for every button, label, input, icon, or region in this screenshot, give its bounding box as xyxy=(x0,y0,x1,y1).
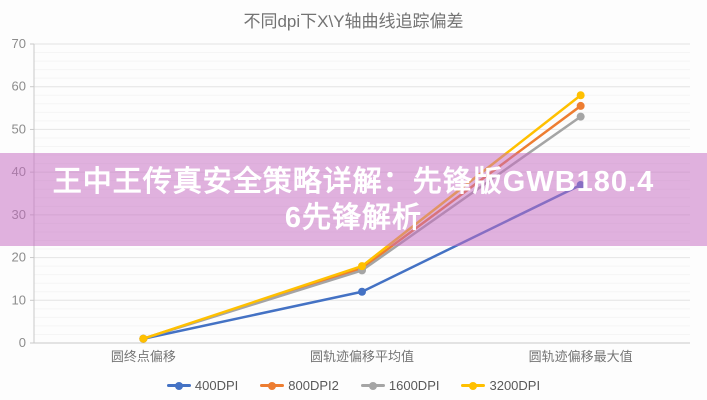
legend-marker-dot-icon xyxy=(174,381,183,390)
x-category-label: 圆终点偏移 xyxy=(111,349,176,364)
legend-label: 3200DPI xyxy=(489,378,541,393)
y-tick-label: 50 xyxy=(12,121,26,136)
data-point-400DPI xyxy=(358,287,366,296)
data-point-3200DPI xyxy=(139,334,148,343)
legend-label: 400DPI xyxy=(194,378,239,393)
legend-marker-line-icon xyxy=(360,381,385,390)
legend-marker-line-icon xyxy=(461,381,486,390)
legend-item-1600DPI: 1600DPI xyxy=(360,378,440,393)
data-point-3200DPI xyxy=(358,262,366,271)
x-category-label: 圆轨迹偏移平均值 xyxy=(310,349,414,364)
ad-overlay-text-line2: 6先锋解析 xyxy=(284,201,423,234)
chart-legend: 400DPI 800DPI2 1600DPI 3200DPI xyxy=(0,378,707,393)
y-tick-label: 10 xyxy=(12,292,26,307)
legend-marker-dot-icon xyxy=(469,381,478,390)
legend-label: 800DPI2 xyxy=(288,378,339,393)
legend-marker-line-icon xyxy=(166,381,191,390)
chart-title: 不同dpi下X\Y轴曲线追踪偏差 xyxy=(243,12,464,31)
x-category-label: 圆轨迹偏移最大值 xyxy=(529,349,633,364)
y-tick-label: 20 xyxy=(12,250,26,265)
legend-marker-dot-icon xyxy=(268,381,277,390)
data-point-3200DPI xyxy=(576,91,585,100)
legend-item-800DPI2: 800DPI2 xyxy=(260,378,339,393)
y-tick-label: 60 xyxy=(12,79,26,94)
legend-item-400DPI: 400DPI xyxy=(166,378,239,393)
ad-overlay-banner[interactable]: 王中王传真安全策略详解：先锋版GWB180.4 6先锋解析 xyxy=(0,153,707,246)
y-tick-label: 70 xyxy=(12,36,26,51)
legend-item-3200DPI: 3200DPI xyxy=(461,378,540,393)
data-point-800DPI2 xyxy=(576,101,585,110)
legend-marker-line-icon xyxy=(260,381,285,390)
y-tick-label: 0 xyxy=(19,335,26,350)
legend-marker-dot-icon xyxy=(368,381,377,390)
legend-label: 1600DPI xyxy=(388,378,440,393)
data-point-1600DPI xyxy=(576,112,585,121)
ad-overlay-text-line1: 王中王传真安全策略详解：先锋版GWB180.4 xyxy=(52,165,655,198)
